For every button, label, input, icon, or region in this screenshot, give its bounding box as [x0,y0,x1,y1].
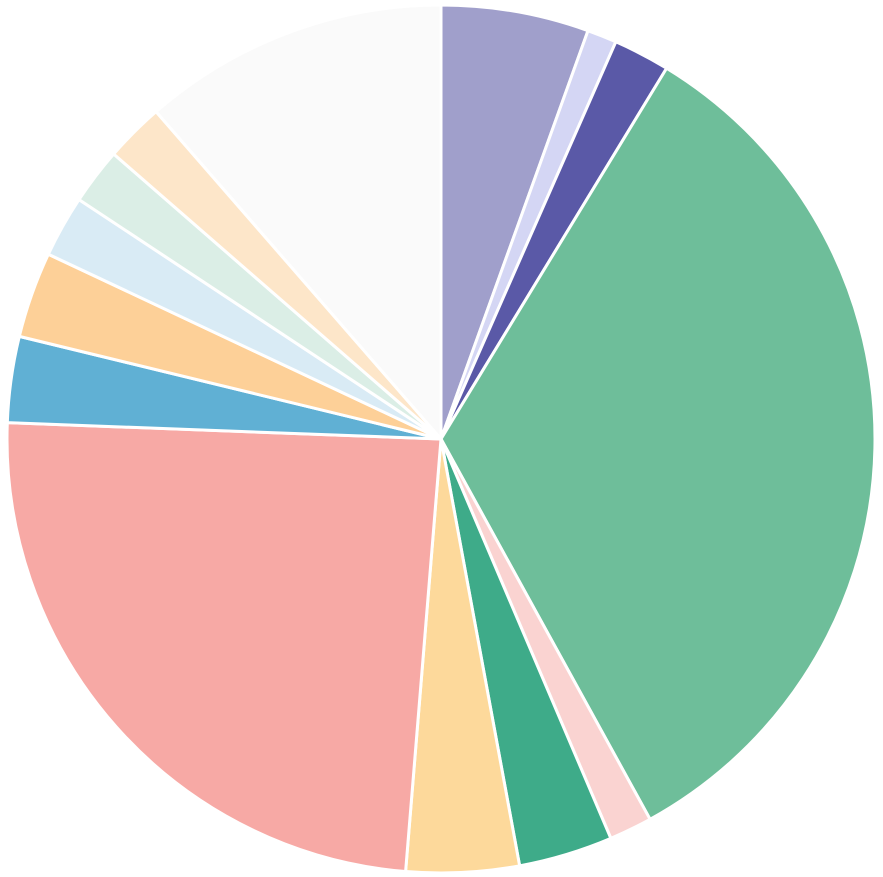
pie-slice-8 [5,421,443,874]
pie-slice-1 [439,3,590,441]
pie-slice-14 [154,3,443,441]
pie-slice-4 [439,66,877,821]
pie-slices [5,3,877,875]
